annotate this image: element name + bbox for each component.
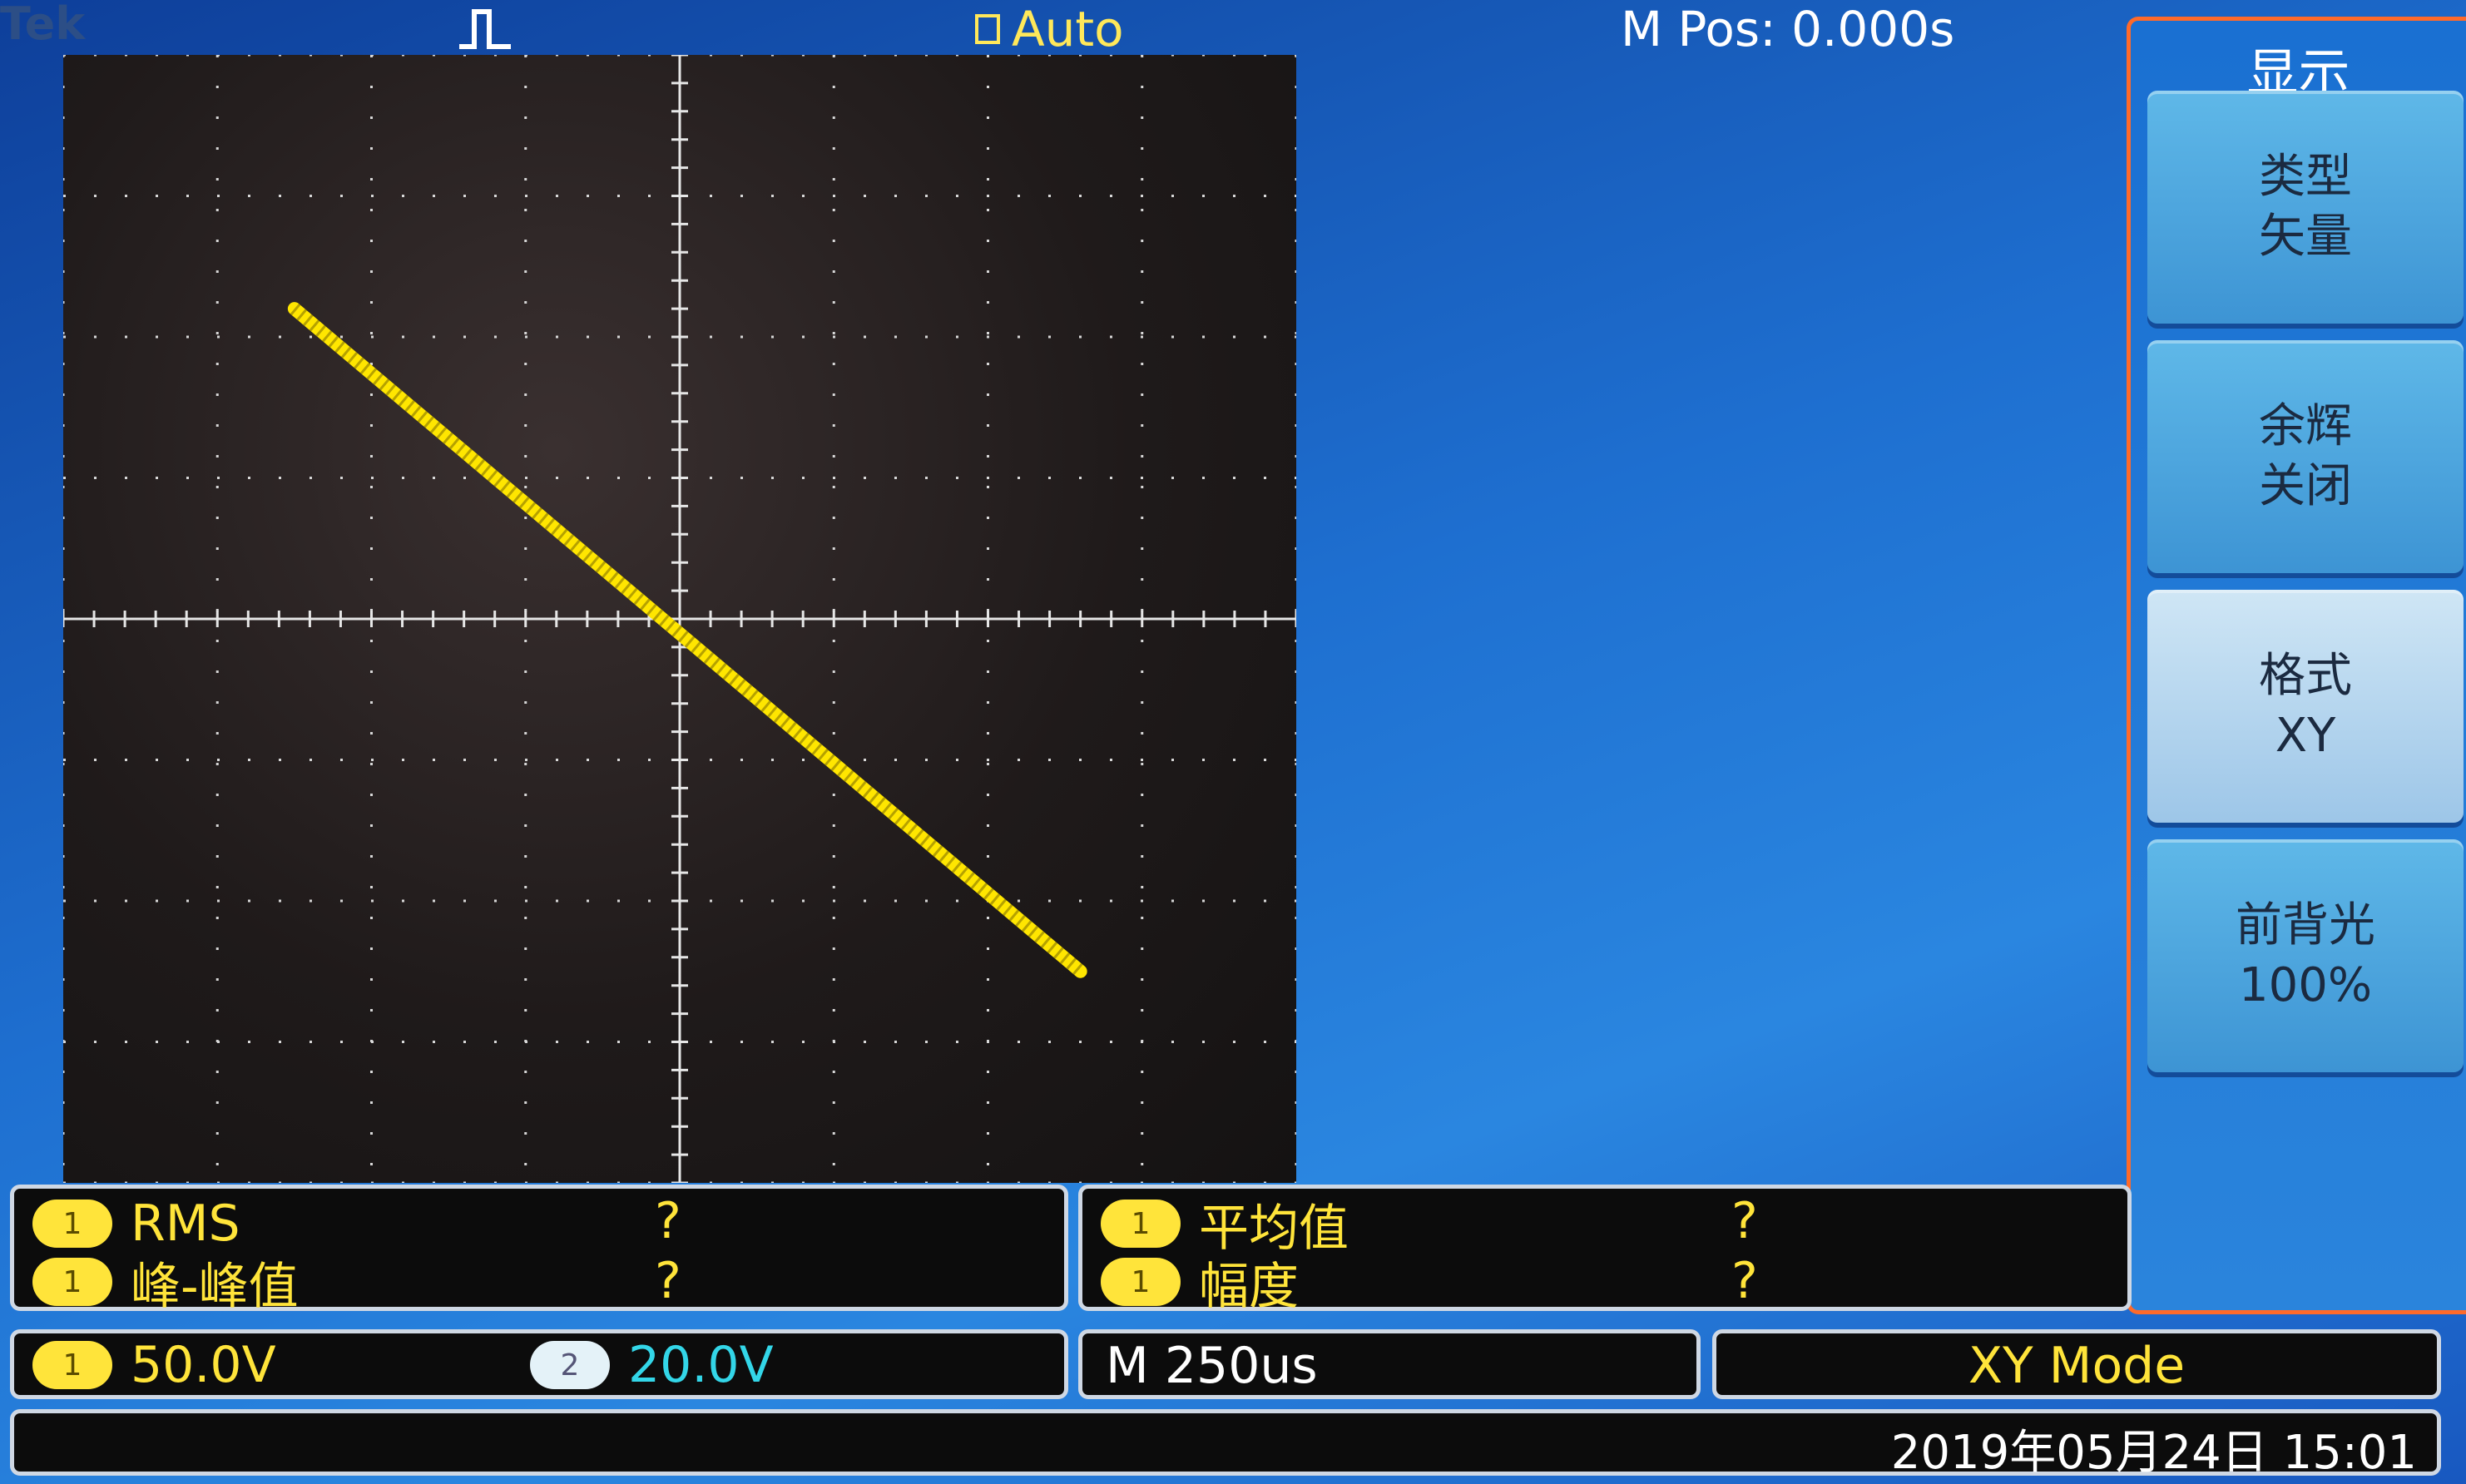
channel-1-badge: 1 xyxy=(32,1200,112,1248)
measurement-label: 平均值 xyxy=(1199,1199,1349,1258)
measurement-row: 1 RMS xyxy=(32,1195,240,1253)
channel-1-badge: 1 xyxy=(32,1341,112,1389)
xy-mode-label: XY Mode xyxy=(1968,1337,2186,1395)
menu-button-format[interactable]: 格式 XY xyxy=(2147,590,2464,823)
trigger-mode-label: Auto xyxy=(1012,1,1124,57)
menu-button-type-value: 矢量 xyxy=(2259,210,2352,264)
datetime: 2019年05月24日 15:01 xyxy=(1890,1426,2417,1480)
measurement-label: 峰-峰值 xyxy=(131,1257,299,1316)
xy-trace xyxy=(287,302,1087,978)
menu-button-backlight-label: 前背光 xyxy=(2236,898,2375,952)
measurement-value: ? xyxy=(1731,1252,1758,1310)
channel-1-badge: 1 xyxy=(1101,1200,1181,1248)
menu-button-format-value: XY xyxy=(2275,709,2336,763)
menu-button-persistence[interactable]: 余辉 关闭 xyxy=(2147,340,2464,573)
waveform-display xyxy=(63,55,1296,1183)
menu-button-backlight[interactable]: 前背光 100% xyxy=(2147,839,2464,1072)
graticule xyxy=(63,55,1296,1183)
menu-button-format-label: 格式 xyxy=(2259,649,2352,703)
brand-logo: Tek xyxy=(0,0,86,50)
trigger-pulse-icon xyxy=(459,9,511,49)
menu-button-type-label: 类型 xyxy=(2259,150,2352,204)
measurement-label: 幅度 xyxy=(1199,1257,1299,1316)
channel-2-scale-value: 20.0V xyxy=(628,1336,774,1394)
trigger-mode: Auto xyxy=(975,0,1124,58)
menu-button-type[interactable]: 类型 矢量 xyxy=(2147,91,2464,324)
channel-2-scale[interactable]: 2 20.0V xyxy=(530,1336,774,1394)
menu-button-persistence-label: 余辉 xyxy=(2259,399,2352,453)
channel-status-bar: 1 50.0V 2 20.0V xyxy=(10,1329,1068,1399)
measurement-value: ? xyxy=(655,1252,681,1310)
timebase-value: M 250us xyxy=(1106,1337,1318,1395)
measurement-panel-right: 1 平均值 ? 1 幅度 ? xyxy=(1078,1185,2132,1316)
channel-1-scale-value: 50.0V xyxy=(131,1336,276,1394)
datetime-bar: 2019年05月24日 15:01 xyxy=(10,1409,2441,1480)
measurement-value: ? xyxy=(1731,1192,1758,1250)
measurement-label: RMS xyxy=(131,1195,240,1253)
menu-button-backlight-value: 100% xyxy=(2238,958,2373,1012)
channel-2-badge: 2 xyxy=(530,1341,610,1389)
channel-1-scale[interactable]: 1 50.0V xyxy=(32,1336,276,1394)
measurement-value: ? xyxy=(655,1192,681,1250)
measurement-row: 1 幅度 xyxy=(1101,1255,1299,1316)
measurement-row: 1 平均值 xyxy=(1101,1197,1349,1258)
measurement-row: 1 峰-峰值 xyxy=(32,1255,299,1316)
channel-1-badge: 1 xyxy=(32,1258,112,1306)
menu-button-persistence-value: 关闭 xyxy=(2259,459,2352,513)
trigger-state-icon xyxy=(975,13,1000,44)
timebase-bar[interactable]: M 250us xyxy=(1078,1329,1701,1399)
mode-bar: XY Mode xyxy=(1712,1329,2441,1399)
m-pos-readout: M Pos: 0.000s xyxy=(1621,1,1955,57)
channel-1-badge: 1 xyxy=(1101,1258,1181,1306)
display-menu: 显示 类型 矢量 余辉 关闭 格式 XY 前背光 100% xyxy=(2127,17,2466,1314)
measurement-panel-left: 1 RMS ? 1 峰-峰值 ? xyxy=(10,1185,1068,1316)
